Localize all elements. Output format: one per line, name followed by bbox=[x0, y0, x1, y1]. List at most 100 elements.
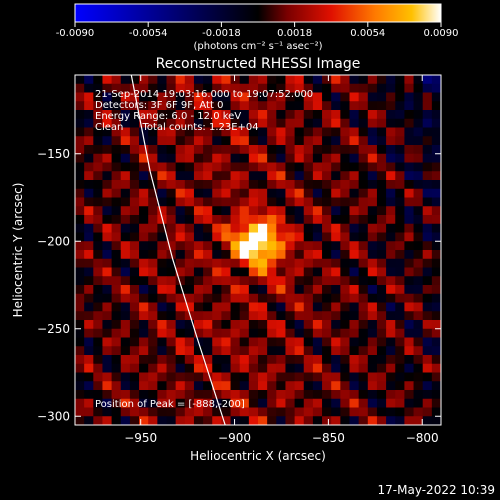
heatmap-cell bbox=[139, 180, 149, 190]
heatmap-cell bbox=[111, 337, 122, 347]
heatmap-cell bbox=[395, 355, 405, 365]
heatmap-cell bbox=[75, 162, 85, 172]
heatmap-cell bbox=[221, 293, 231, 303]
heatmap-cell bbox=[303, 118, 314, 128]
heatmap-cell bbox=[267, 197, 277, 207]
heatmap-cell bbox=[276, 145, 286, 155]
heatmap-cell bbox=[166, 136, 177, 146]
heatmap-cell bbox=[413, 320, 424, 330]
heatmap-cell bbox=[175, 416, 186, 425]
heatmap-cell bbox=[129, 328, 140, 338]
heatmap-cell bbox=[157, 276, 167, 286]
heatmap-cell bbox=[239, 206, 250, 216]
heatmap-cell bbox=[120, 407, 131, 417]
heatmap-cell bbox=[75, 83, 85, 93]
heatmap-cell bbox=[175, 276, 186, 286]
heatmap-cell bbox=[120, 311, 131, 321]
heatmap-cell bbox=[431, 127, 441, 137]
heatmap-cell bbox=[184, 381, 195, 391]
x-tick-label: −900 bbox=[218, 431, 251, 445]
heatmap-cell bbox=[358, 215, 369, 225]
heatmap-cell bbox=[175, 180, 186, 190]
heatmap-cell bbox=[376, 250, 387, 260]
heatmap-cell bbox=[331, 136, 341, 146]
heatmap-cell bbox=[312, 241, 323, 251]
heatmap-cell bbox=[431, 363, 441, 373]
heatmap-cell bbox=[340, 381, 350, 391]
heatmap-cell bbox=[431, 136, 441, 146]
heatmap-cell bbox=[184, 197, 195, 207]
heatmap-cell bbox=[193, 320, 204, 330]
heatmap-cell bbox=[367, 381, 378, 391]
heatmap-cell bbox=[175, 188, 186, 198]
heatmap-cell bbox=[166, 381, 177, 391]
heatmap-cell bbox=[239, 188, 250, 198]
heatmap-cell bbox=[93, 145, 103, 155]
heatmap-cell bbox=[84, 355, 94, 365]
heatmap-cell bbox=[120, 145, 131, 155]
heatmap-cell bbox=[166, 101, 177, 111]
heatmap-cell bbox=[221, 188, 231, 198]
heatmap-cell bbox=[294, 206, 305, 216]
heatmap-cell bbox=[193, 267, 204, 277]
heatmap-cell bbox=[258, 398, 268, 408]
heatmap-cell bbox=[267, 75, 277, 85]
heatmap-cell bbox=[358, 145, 369, 155]
heatmap-cell bbox=[212, 293, 222, 303]
heatmap-cell bbox=[340, 416, 350, 425]
heatmap-cell bbox=[395, 145, 405, 155]
heatmap-cell bbox=[129, 302, 140, 312]
heatmap-cell bbox=[230, 171, 241, 181]
heatmap-cell bbox=[413, 337, 424, 347]
heatmap-cell bbox=[120, 267, 131, 277]
heatmap-cell bbox=[193, 206, 204, 216]
heatmap-cell bbox=[203, 302, 213, 312]
heatmap-cell bbox=[349, 407, 360, 417]
colorbar-tick-label: 0.0054 bbox=[350, 28, 385, 39]
heatmap-cell bbox=[422, 416, 433, 425]
heatmap-cell bbox=[404, 311, 414, 321]
heatmap-cell bbox=[340, 171, 350, 181]
heatmap-cell bbox=[267, 390, 277, 400]
heatmap-cell bbox=[157, 101, 167, 111]
heatmap-cell bbox=[422, 390, 433, 400]
heatmap-cell bbox=[294, 215, 305, 225]
heatmap-cell bbox=[331, 285, 341, 295]
heatmap-cell bbox=[148, 101, 158, 111]
heatmap-cell bbox=[203, 328, 213, 338]
heatmap-cell bbox=[120, 258, 131, 268]
heatmap-cell bbox=[93, 320, 103, 330]
heatmap-cell bbox=[431, 197, 441, 207]
heatmap-cell bbox=[294, 355, 305, 365]
heatmap-cell bbox=[248, 215, 259, 225]
heatmap-cell bbox=[312, 250, 323, 260]
heatmap-cell bbox=[166, 75, 177, 85]
heatmap-cell bbox=[230, 83, 241, 93]
heatmap-cell bbox=[175, 250, 186, 260]
heatmap-cell bbox=[331, 171, 341, 181]
heatmap-cell bbox=[175, 241, 186, 251]
heatmap-cell bbox=[221, 145, 231, 155]
heatmap-cell bbox=[193, 276, 204, 286]
heatmap-cell bbox=[148, 188, 158, 198]
heatmap-cell bbox=[322, 250, 332, 260]
heatmap-cell bbox=[239, 416, 250, 425]
heatmap-cell bbox=[239, 372, 250, 382]
heatmap-cell bbox=[166, 267, 177, 277]
heatmap-cell bbox=[312, 232, 323, 242]
heatmap-cell bbox=[258, 302, 268, 312]
heatmap-cell bbox=[184, 215, 195, 225]
heatmap-cell bbox=[285, 101, 295, 111]
heatmap-cell bbox=[340, 258, 350, 268]
heatmap-cell bbox=[303, 92, 314, 102]
heatmap-cell bbox=[276, 363, 286, 373]
heatmap-cell bbox=[75, 398, 85, 408]
heatmap-cell bbox=[203, 232, 213, 242]
heatmap-cell bbox=[93, 381, 103, 391]
heatmap-cell bbox=[349, 232, 360, 242]
heatmap-cell bbox=[239, 127, 250, 137]
heatmap-cell bbox=[395, 276, 405, 286]
heatmap-cell bbox=[413, 118, 424, 128]
heatmap-cell bbox=[303, 355, 314, 365]
heatmap-cell bbox=[395, 162, 405, 172]
